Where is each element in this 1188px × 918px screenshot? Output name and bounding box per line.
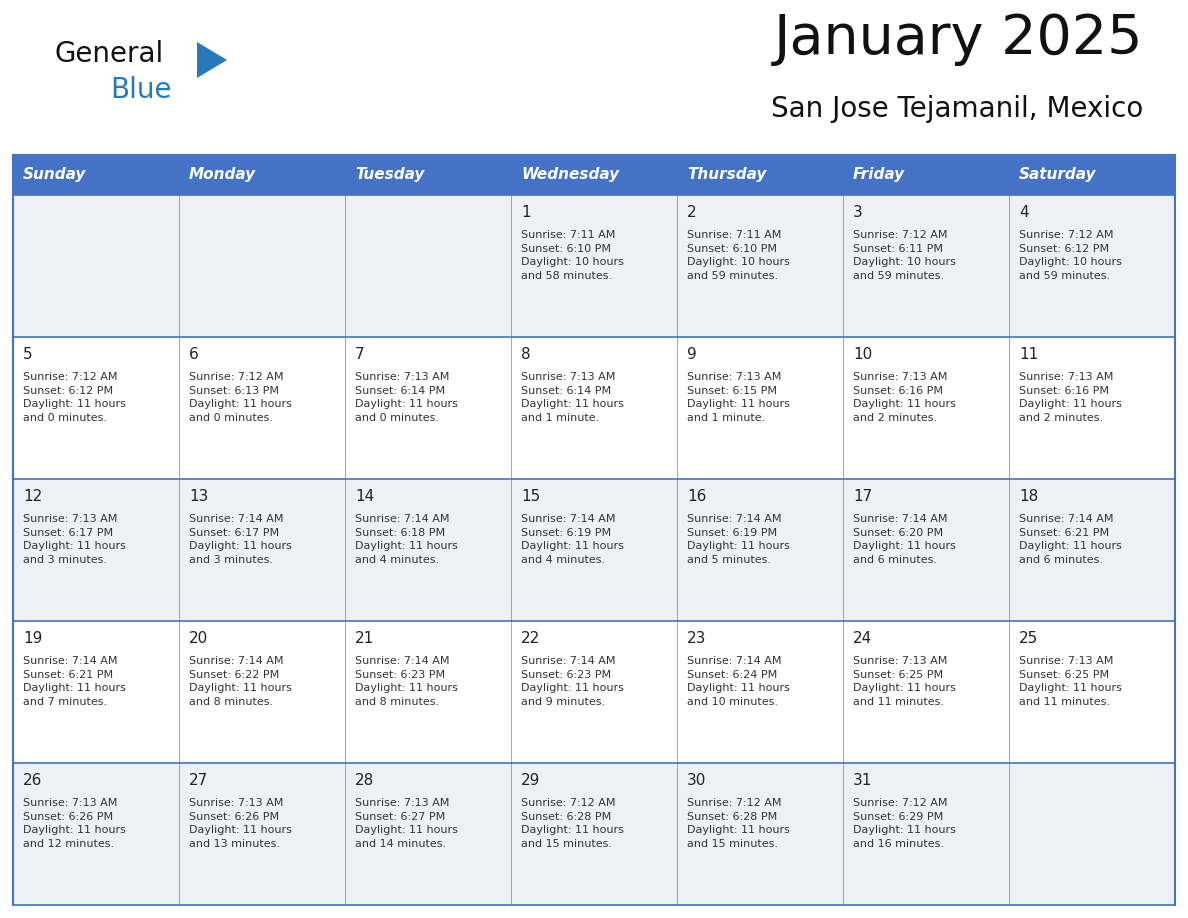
Text: 21: 21 <box>355 631 374 646</box>
Text: 13: 13 <box>189 489 208 504</box>
Text: Sunrise: 7:13 AM
Sunset: 6:14 PM
Daylight: 11 hours
and 0 minutes.: Sunrise: 7:13 AM Sunset: 6:14 PM Dayligh… <box>355 372 457 423</box>
Text: Saturday: Saturday <box>1019 167 1097 183</box>
Text: Sunrise: 7:11 AM
Sunset: 6:10 PM
Daylight: 10 hours
and 58 minutes.: Sunrise: 7:11 AM Sunset: 6:10 PM Dayligh… <box>522 230 624 281</box>
Text: Sunrise: 7:13 AM
Sunset: 6:26 PM
Daylight: 11 hours
and 13 minutes.: Sunrise: 7:13 AM Sunset: 6:26 PM Dayligh… <box>189 798 292 849</box>
Text: 19: 19 <box>23 631 43 646</box>
Text: 15: 15 <box>522 489 541 504</box>
Text: Sunrise: 7:13 AM
Sunset: 6:15 PM
Daylight: 11 hours
and 1 minute.: Sunrise: 7:13 AM Sunset: 6:15 PM Dayligh… <box>687 372 790 423</box>
Text: Sunrise: 7:14 AM
Sunset: 6:23 PM
Daylight: 11 hours
and 8 minutes.: Sunrise: 7:14 AM Sunset: 6:23 PM Dayligh… <box>355 656 457 707</box>
Text: 14: 14 <box>355 489 374 504</box>
Text: 16: 16 <box>687 489 707 504</box>
Text: 17: 17 <box>853 489 872 504</box>
Bar <box>13 195 1175 337</box>
Text: 6: 6 <box>189 347 198 362</box>
Text: Wednesday: Wednesday <box>522 167 619 183</box>
Text: Blue: Blue <box>110 76 171 104</box>
Polygon shape <box>197 42 227 78</box>
Text: Sunrise: 7:13 AM
Sunset: 6:16 PM
Daylight: 11 hours
and 2 minutes.: Sunrise: 7:13 AM Sunset: 6:16 PM Dayligh… <box>853 372 956 423</box>
Text: Sunrise: 7:12 AM
Sunset: 6:28 PM
Daylight: 11 hours
and 15 minutes.: Sunrise: 7:12 AM Sunset: 6:28 PM Dayligh… <box>687 798 790 849</box>
Text: Sunday: Sunday <box>23 167 87 183</box>
Bar <box>179 155 345 195</box>
Text: Sunrise: 7:14 AM
Sunset: 6:19 PM
Daylight: 11 hours
and 5 minutes.: Sunrise: 7:14 AM Sunset: 6:19 PM Dayligh… <box>687 514 790 565</box>
Text: 9: 9 <box>687 347 696 362</box>
Text: Sunrise: 7:14 AM
Sunset: 6:17 PM
Daylight: 11 hours
and 3 minutes.: Sunrise: 7:14 AM Sunset: 6:17 PM Dayligh… <box>189 514 292 565</box>
Text: Sunrise: 7:13 AM
Sunset: 6:27 PM
Daylight: 11 hours
and 14 minutes.: Sunrise: 7:13 AM Sunset: 6:27 PM Dayligh… <box>355 798 457 849</box>
Text: Thursday: Thursday <box>687 167 766 183</box>
Text: 5: 5 <box>23 347 32 362</box>
Text: Tuesday: Tuesday <box>355 167 424 183</box>
Text: Sunrise: 7:14 AM
Sunset: 6:18 PM
Daylight: 11 hours
and 4 minutes.: Sunrise: 7:14 AM Sunset: 6:18 PM Dayligh… <box>355 514 457 565</box>
Text: Sunrise: 7:13 AM
Sunset: 6:26 PM
Daylight: 11 hours
and 12 minutes.: Sunrise: 7:13 AM Sunset: 6:26 PM Dayligh… <box>23 798 126 849</box>
Text: 24: 24 <box>853 631 872 646</box>
Text: Monday: Monday <box>189 167 257 183</box>
Text: 18: 18 <box>1019 489 1038 504</box>
Bar <box>843 155 1009 195</box>
Text: Sunrise: 7:12 AM
Sunset: 6:28 PM
Daylight: 11 hours
and 15 minutes.: Sunrise: 7:12 AM Sunset: 6:28 PM Dayligh… <box>522 798 624 849</box>
Text: Sunrise: 7:14 AM
Sunset: 6:24 PM
Daylight: 11 hours
and 10 minutes.: Sunrise: 7:14 AM Sunset: 6:24 PM Dayligh… <box>687 656 790 707</box>
Text: 22: 22 <box>522 631 541 646</box>
Bar <box>511 155 677 195</box>
Text: 2: 2 <box>687 205 696 220</box>
Text: Sunrise: 7:14 AM
Sunset: 6:20 PM
Daylight: 11 hours
and 6 minutes.: Sunrise: 7:14 AM Sunset: 6:20 PM Dayligh… <box>853 514 956 565</box>
Bar <box>677 155 843 195</box>
Bar <box>13 621 1175 763</box>
Text: 31: 31 <box>853 773 872 788</box>
Text: Sunrise: 7:14 AM
Sunset: 6:21 PM
Daylight: 11 hours
and 7 minutes.: Sunrise: 7:14 AM Sunset: 6:21 PM Dayligh… <box>23 656 126 707</box>
Text: 23: 23 <box>687 631 707 646</box>
Text: 7: 7 <box>355 347 365 362</box>
Text: Sunrise: 7:14 AM
Sunset: 6:23 PM
Daylight: 11 hours
and 9 minutes.: Sunrise: 7:14 AM Sunset: 6:23 PM Dayligh… <box>522 656 624 707</box>
Text: Sunrise: 7:12 AM
Sunset: 6:13 PM
Daylight: 11 hours
and 0 minutes.: Sunrise: 7:12 AM Sunset: 6:13 PM Dayligh… <box>189 372 292 423</box>
Text: Friday: Friday <box>853 167 905 183</box>
Text: 11: 11 <box>1019 347 1038 362</box>
Text: 4: 4 <box>1019 205 1029 220</box>
Bar <box>1009 155 1175 195</box>
Text: 30: 30 <box>687 773 707 788</box>
Text: Sunrise: 7:13 AM
Sunset: 6:14 PM
Daylight: 11 hours
and 1 minute.: Sunrise: 7:13 AM Sunset: 6:14 PM Dayligh… <box>522 372 624 423</box>
Text: 10: 10 <box>853 347 872 362</box>
Text: Sunrise: 7:12 AM
Sunset: 6:12 PM
Daylight: 10 hours
and 59 minutes.: Sunrise: 7:12 AM Sunset: 6:12 PM Dayligh… <box>1019 230 1121 281</box>
Text: Sunrise: 7:13 AM
Sunset: 6:25 PM
Daylight: 11 hours
and 11 minutes.: Sunrise: 7:13 AM Sunset: 6:25 PM Dayligh… <box>1019 656 1121 707</box>
Text: Sunrise: 7:12 AM
Sunset: 6:11 PM
Daylight: 10 hours
and 59 minutes.: Sunrise: 7:12 AM Sunset: 6:11 PM Dayligh… <box>853 230 956 281</box>
Text: 27: 27 <box>189 773 208 788</box>
Text: 20: 20 <box>189 631 208 646</box>
Text: 26: 26 <box>23 773 43 788</box>
Text: San Jose Tejamanil, Mexico: San Jose Tejamanil, Mexico <box>771 95 1143 123</box>
Text: 8: 8 <box>522 347 531 362</box>
Bar <box>13 763 1175 905</box>
Text: Sunrise: 7:11 AM
Sunset: 6:10 PM
Daylight: 10 hours
and 59 minutes.: Sunrise: 7:11 AM Sunset: 6:10 PM Dayligh… <box>687 230 790 281</box>
Text: Sunrise: 7:13 AM
Sunset: 6:25 PM
Daylight: 11 hours
and 11 minutes.: Sunrise: 7:13 AM Sunset: 6:25 PM Dayligh… <box>853 656 956 707</box>
Bar <box>13 155 179 195</box>
Text: Sunrise: 7:14 AM
Sunset: 6:22 PM
Daylight: 11 hours
and 8 minutes.: Sunrise: 7:14 AM Sunset: 6:22 PM Dayligh… <box>189 656 292 707</box>
Text: Sunrise: 7:14 AM
Sunset: 6:21 PM
Daylight: 11 hours
and 6 minutes.: Sunrise: 7:14 AM Sunset: 6:21 PM Dayligh… <box>1019 514 1121 565</box>
Text: 1: 1 <box>522 205 531 220</box>
Text: General: General <box>55 40 164 68</box>
Text: Sunrise: 7:14 AM
Sunset: 6:19 PM
Daylight: 11 hours
and 4 minutes.: Sunrise: 7:14 AM Sunset: 6:19 PM Dayligh… <box>522 514 624 565</box>
Text: 25: 25 <box>1019 631 1038 646</box>
Text: Sunrise: 7:12 AM
Sunset: 6:29 PM
Daylight: 11 hours
and 16 minutes.: Sunrise: 7:12 AM Sunset: 6:29 PM Dayligh… <box>853 798 956 849</box>
Bar <box>345 155 511 195</box>
Text: Sunrise: 7:13 AM
Sunset: 6:16 PM
Daylight: 11 hours
and 2 minutes.: Sunrise: 7:13 AM Sunset: 6:16 PM Dayligh… <box>1019 372 1121 423</box>
Text: Sunrise: 7:12 AM
Sunset: 6:12 PM
Daylight: 11 hours
and 0 minutes.: Sunrise: 7:12 AM Sunset: 6:12 PM Dayligh… <box>23 372 126 423</box>
Text: 3: 3 <box>853 205 862 220</box>
Text: 12: 12 <box>23 489 43 504</box>
Bar <box>13 337 1175 479</box>
Text: Sunrise: 7:13 AM
Sunset: 6:17 PM
Daylight: 11 hours
and 3 minutes.: Sunrise: 7:13 AM Sunset: 6:17 PM Dayligh… <box>23 514 126 565</box>
Text: 29: 29 <box>522 773 541 788</box>
Text: 28: 28 <box>355 773 374 788</box>
Bar <box>13 479 1175 621</box>
Text: January 2025: January 2025 <box>773 12 1143 66</box>
